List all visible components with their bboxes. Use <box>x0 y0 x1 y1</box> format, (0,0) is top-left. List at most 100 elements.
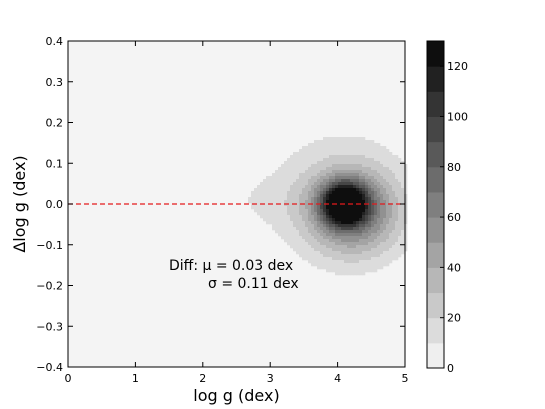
density-cell <box>371 239 375 243</box>
density-cell <box>386 149 390 153</box>
density-cell <box>305 164 309 168</box>
density-cell <box>371 206 375 210</box>
density-cell <box>350 224 354 228</box>
density-cell <box>317 218 321 222</box>
density-cell <box>272 206 276 210</box>
density-cell <box>380 227 384 231</box>
density-cell <box>323 242 327 246</box>
density-cell <box>284 197 288 201</box>
density-cell <box>344 155 348 159</box>
density-cell <box>302 221 306 225</box>
colorbar-frame <box>426 40 445 369</box>
density-cell <box>347 254 351 258</box>
density-cell <box>401 185 405 189</box>
density-cell <box>317 224 321 228</box>
density-cell <box>404 209 408 213</box>
density-cell <box>362 158 366 162</box>
density-cell <box>347 236 351 240</box>
density-cell <box>314 170 318 174</box>
density-cell <box>347 173 351 177</box>
density-cell <box>383 185 387 189</box>
density-cell <box>362 191 366 195</box>
density-cell <box>317 161 321 165</box>
density-cell <box>272 191 276 195</box>
density-cell <box>329 245 333 249</box>
density-cell <box>326 209 330 213</box>
density-cell <box>248 200 252 204</box>
density-cell <box>350 245 354 249</box>
density-cell <box>320 173 324 177</box>
density-cell <box>299 242 303 246</box>
density-cell <box>344 263 348 267</box>
density-cell <box>302 257 306 261</box>
x-tick-label: 1 <box>132 372 139 385</box>
density-cell <box>356 236 360 240</box>
density-cell <box>284 188 288 192</box>
density-cell <box>296 161 300 165</box>
density-cell <box>338 212 342 216</box>
density-cell <box>338 140 342 144</box>
density-cell <box>290 212 294 216</box>
density-cell <box>323 164 327 168</box>
density-cell <box>398 170 402 174</box>
density-cell <box>371 260 375 264</box>
density-cell <box>383 146 387 150</box>
density-cell <box>344 179 348 183</box>
density-cell <box>311 179 315 183</box>
density-cell <box>401 248 405 252</box>
density-cell <box>401 173 405 177</box>
density-cell <box>359 227 363 231</box>
density-cell <box>311 209 315 213</box>
density-cell <box>320 215 324 219</box>
density-cell <box>374 149 378 153</box>
density-cell <box>308 200 312 204</box>
density-cell <box>362 197 366 201</box>
density-cell <box>392 158 396 162</box>
density-cell <box>266 182 270 186</box>
density-cell <box>380 185 384 189</box>
density-cell <box>368 233 372 237</box>
density-cell <box>371 143 375 147</box>
density-cell <box>383 176 387 180</box>
density-cell <box>305 248 309 252</box>
density-cell <box>299 212 303 216</box>
density-cell <box>332 233 336 237</box>
density-cell <box>329 158 333 162</box>
density-cell <box>263 203 267 207</box>
density-cell <box>293 191 297 195</box>
density-cell <box>362 182 366 186</box>
density-cell <box>365 260 369 264</box>
density-cell <box>353 164 357 168</box>
density-cell <box>281 230 285 234</box>
density-cell <box>275 179 279 183</box>
density-cell <box>365 263 369 267</box>
density-cell <box>386 230 390 234</box>
density-cell <box>359 218 363 222</box>
density-cell <box>317 182 321 186</box>
density-cell <box>263 209 267 213</box>
density-cell <box>398 236 402 240</box>
density-cell <box>404 221 408 225</box>
colorbar-levels <box>427 41 444 369</box>
density-cell <box>317 143 321 147</box>
density-cell <box>395 155 399 159</box>
density-cell <box>314 221 318 225</box>
density-cell <box>380 182 384 186</box>
density-cell <box>344 158 348 162</box>
density-cell <box>323 155 327 159</box>
density-cell <box>392 242 396 246</box>
density-cell <box>335 260 339 264</box>
density-cell <box>302 236 306 240</box>
density-cell <box>386 248 390 252</box>
density-cell <box>401 221 405 225</box>
density-cell <box>293 188 297 192</box>
density-cell <box>326 149 330 153</box>
density-cell <box>308 230 312 234</box>
density-cell <box>362 194 366 198</box>
density-cell <box>347 146 351 150</box>
colorbar-level <box>427 166 444 193</box>
density-cell <box>380 170 384 174</box>
density-cell <box>314 143 318 147</box>
density-cell <box>362 245 366 249</box>
density-cell <box>368 143 372 147</box>
